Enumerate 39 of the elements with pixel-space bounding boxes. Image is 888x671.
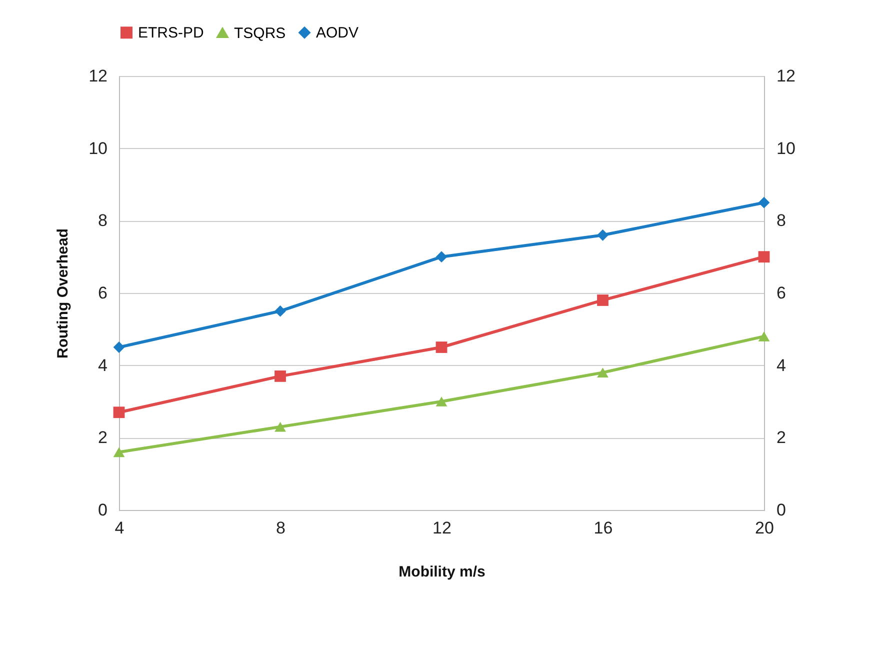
point <box>597 294 608 306</box>
point <box>113 406 125 418</box>
point <box>597 229 608 241</box>
y-tick-label: 6 <box>98 284 108 302</box>
y2-tick-label: 10 <box>776 138 796 158</box>
point <box>113 447 125 458</box>
x-tick-label: 8 <box>276 518 286 538</box>
y-tick-label: 4 <box>98 356 108 375</box>
y-tick-label: 8 <box>98 211 108 230</box>
y-tick-label: 0 <box>98 500 108 520</box>
point <box>758 251 770 263</box>
legend-label: AODV <box>316 24 359 42</box>
point <box>758 331 770 342</box>
point <box>274 422 286 432</box>
y-tick-label: 12 <box>88 66 108 86</box>
point <box>274 370 286 382</box>
point <box>113 342 125 353</box>
y2-tick-label: 2 <box>776 428 786 448</box>
y2-tick-label: 4 <box>776 356 786 375</box>
x-tick-label: 12 <box>432 518 452 538</box>
y-axis-title: Routing Overhead <box>54 228 72 359</box>
x-tick-label: 16 <box>594 518 613 538</box>
point <box>436 342 448 353</box>
y-tick-label: 10 <box>88 138 108 158</box>
y2-tick-label: 6 <box>776 284 786 302</box>
x-tick-label: 4 <box>114 518 124 538</box>
legend-label: ETRS-PD <box>138 24 204 42</box>
point <box>597 368 608 378</box>
x-tick-label: 20 <box>755 518 774 538</box>
point <box>436 251 448 263</box>
y2-tick-label: 0 <box>776 500 786 520</box>
x-axis-title: Mobility m/s <box>398 564 486 580</box>
y2-tick-label: 12 <box>776 66 796 86</box>
y2-tick-label: 8 <box>776 211 786 230</box>
point <box>274 305 286 317</box>
legend-label: TSQRS <box>234 24 286 42</box>
y-tick-label: 2 <box>98 428 108 448</box>
point <box>436 396 448 406</box>
point <box>758 196 770 208</box>
